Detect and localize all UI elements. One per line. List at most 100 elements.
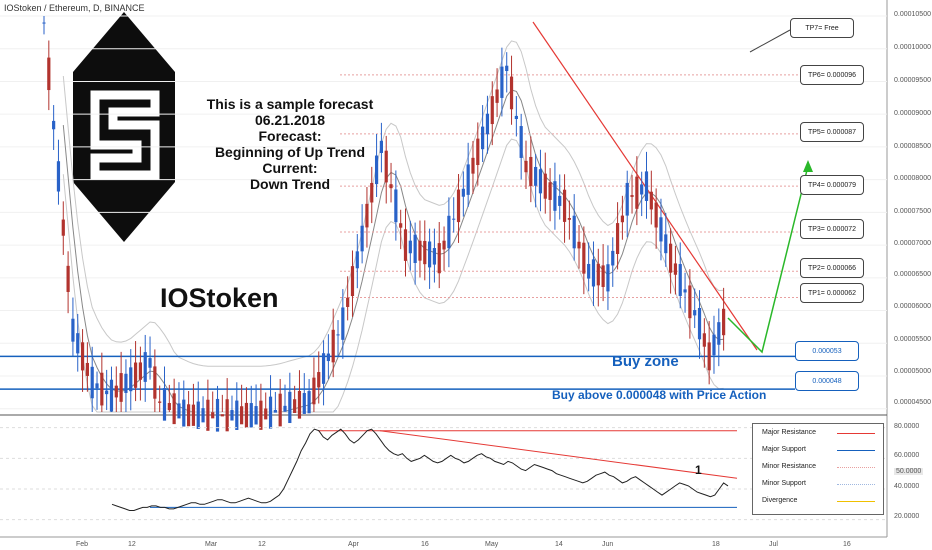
legend-row: Minor Resistance — [753, 458, 883, 475]
candle-body — [509, 76, 514, 110]
candle-body — [297, 390, 302, 419]
forecast-line: Beginning of Up Trend — [214, 144, 366, 160]
price-tick: 0.00005500 — [894, 336, 931, 343]
candle-body — [119, 373, 123, 402]
candle-body — [524, 160, 528, 173]
candle-body — [437, 243, 441, 274]
candle-body — [432, 248, 437, 265]
candle-body — [500, 66, 504, 98]
candle-body — [370, 182, 374, 203]
legend-row: Minor Support — [753, 475, 883, 492]
price-tick: 0.00010500 — [894, 11, 931, 18]
candle-body — [321, 353, 326, 384]
projection-path — [727, 165, 809, 354]
candle-body — [71, 318, 75, 342]
candle-body — [201, 408, 205, 423]
candle-body — [490, 96, 494, 125]
candle-body — [630, 195, 634, 197]
time-tick: May — [485, 541, 499, 548]
candle-body — [428, 241, 432, 268]
forecast-line: This is a sample forecast — [206, 96, 374, 112]
tp6-box: TP6= 0.000096 — [800, 65, 864, 85]
legend-row: Major Support — [753, 441, 883, 458]
candle-body — [278, 393, 282, 427]
candle-body — [191, 404, 196, 426]
levels-legend: Major Resistance Major Support Minor Res… — [752, 423, 884, 515]
candle-body — [162, 388, 167, 421]
legend-label: Divergence — [762, 497, 798, 504]
osc-tick: 40.0000 — [894, 483, 920, 490]
candle-body — [302, 393, 306, 414]
band-line — [62, 40, 724, 367]
legend-label: Major Resistance — [762, 429, 817, 436]
candle-body — [620, 215, 624, 223]
candle-body — [254, 406, 258, 425]
time-tick: 18 — [712, 541, 720, 548]
forecast-text-block: This is a sample forecast 06.21.2018 For… — [200, 96, 380, 192]
candle-body — [52, 120, 56, 130]
candle-body — [346, 297, 350, 307]
candle-body — [105, 390, 109, 395]
candle-body — [288, 391, 292, 424]
candle-body — [187, 404, 191, 427]
candle-body — [153, 366, 157, 399]
candle-body — [259, 400, 263, 430]
legend-swatch — [837, 450, 875, 451]
candle-body — [47, 57, 51, 91]
candle-body — [640, 184, 644, 195]
candle-body — [601, 265, 605, 287]
candle-body — [225, 399, 229, 432]
candle-body — [717, 322, 721, 345]
candle-body — [452, 218, 456, 220]
candle-body — [548, 182, 552, 200]
candle-body — [389, 184, 393, 189]
tp2-box: TP2= 0.000066 — [800, 258, 864, 278]
candle-body — [394, 189, 398, 223]
legend-swatch — [837, 467, 875, 468]
osc-current-value: 50.0000 — [894, 468, 924, 475]
legend-swatch — [837, 433, 875, 434]
time-tick: 16 — [421, 541, 429, 548]
candle-body — [562, 189, 567, 222]
tp7-callout — [749, 29, 791, 53]
tp5-box: TP5= 0.000087 — [800, 122, 864, 142]
candle-body — [148, 358, 152, 368]
candle-body — [635, 176, 639, 209]
price-tick: 0.00008000 — [894, 175, 931, 182]
target-levels — [340, 74, 800, 298]
candle-body — [659, 217, 663, 242]
candle-body — [196, 401, 200, 429]
candle-body — [466, 164, 470, 195]
price-tick: 0.00006500 — [894, 271, 931, 278]
candle-body — [374, 155, 379, 185]
candle-body — [293, 399, 297, 414]
legend-label: Minor Resistance — [762, 463, 817, 470]
candle-body — [109, 379, 114, 412]
time-tick: Jun — [602, 541, 614, 548]
candle-body — [211, 412, 215, 419]
candle-body — [268, 396, 273, 429]
candle-body — [505, 65, 509, 72]
chart-title: IOStoken / Ethereum, D, BINANCE — [4, 3, 145, 13]
time-tick: Apr — [348, 541, 359, 548]
tp4-box: TP4= 0.000079 — [800, 175, 864, 195]
oscillator-pane — [0, 427, 887, 521]
candle-body — [42, 22, 46, 24]
candle-body — [273, 410, 277, 413]
candle-body — [95, 383, 99, 389]
price-tick: 0.00005000 — [894, 368, 931, 375]
candle-body — [403, 229, 408, 261]
forecast-line: Current: — [262, 160, 318, 176]
time-tick: Feb — [76, 541, 89, 548]
forecast-line: 06.21.2018 — [254, 112, 326, 128]
candle-body — [587, 263, 591, 279]
price-tick: 0.00004500 — [894, 399, 931, 406]
candle-body — [341, 307, 345, 340]
candle-body — [80, 342, 85, 371]
candle-body — [534, 166, 538, 186]
osc-divergence-line — [379, 430, 738, 479]
candle-body — [519, 126, 523, 158]
candle-body — [577, 241, 581, 249]
candle-body — [143, 352, 147, 382]
legend-row: Divergence — [753, 492, 883, 509]
